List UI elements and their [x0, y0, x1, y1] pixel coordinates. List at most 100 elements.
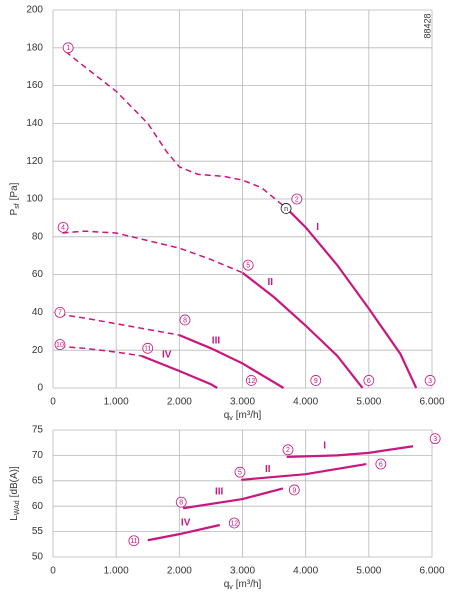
x-tick-label: 0: [50, 566, 56, 577]
point-label: 9: [314, 378, 318, 385]
x-tick-label: 0: [50, 397, 56, 408]
x-tick-label: 5.000: [356, 566, 381, 577]
point-marker: [54, 339, 66, 350]
x-tick-label: 2.000: [167, 397, 192, 408]
y-tick-label: 40: [32, 307, 44, 318]
point-marker: [424, 375, 436, 386]
point-label: 11: [130, 538, 137, 545]
curve-solid: [286, 445, 414, 459]
y-tick-label: 60: [32, 501, 44, 512]
point-marker: [280, 203, 292, 214]
point-marker: [128, 535, 140, 547]
point-label: 5: [238, 470, 242, 477]
curve-label: III: [212, 335, 221, 346]
y-tick-label: 20: [32, 345, 44, 356]
y-tick-label: 55: [32, 526, 44, 537]
point-label: 6: [379, 461, 383, 468]
x-tick-label: 3.000: [230, 566, 255, 577]
point-marker: [288, 484, 300, 496]
point-marker: [310, 375, 322, 386]
y-tick-label: 80: [32, 231, 44, 242]
x-tick-label: 1.000: [104, 566, 129, 577]
curve-dashed: [62, 230, 243, 274]
axis-title: LWAd [dB(A)]: [9, 466, 22, 521]
axis-title-unit: [m³/h]: [236, 410, 262, 421]
point-label: 3: [428, 378, 432, 385]
point-label: 6: [367, 378, 371, 385]
curve-solid: [241, 462, 367, 481]
y-tick-label: 0: [37, 383, 43, 394]
point-marker: [62, 42, 74, 54]
point-label: n: [284, 206, 288, 213]
point-label: 12: [247, 378, 255, 385]
x-tick-label: 6.000: [419, 566, 444, 577]
point-marker: [245, 375, 257, 386]
y-tick-label: 70: [32, 450, 44, 461]
point-label: 8: [179, 499, 183, 506]
point-label: 4: [61, 225, 65, 232]
curve-solid: [241, 271, 364, 389]
y-tick-label: 120: [26, 156, 43, 167]
axis-title: qv [m³/h]: [224, 410, 262, 423]
point-label: 2: [295, 196, 299, 203]
point-marker: [175, 496, 187, 508]
y-tick-label: 160: [26, 80, 43, 91]
curve-label: I: [323, 440, 326, 451]
axis-title-unit: [Pa]: [9, 182, 20, 200]
curve-label: II: [265, 464, 271, 475]
curve-dashed: [65, 50, 288, 210]
y-tick-label: 140: [26, 118, 43, 129]
x-tick-label: 3.000: [230, 397, 255, 408]
point-marker: [57, 221, 69, 233]
curve-solid: [285, 207, 418, 389]
x-tick-label: 2.000: [167, 566, 192, 577]
point-marker: [282, 444, 294, 456]
point-label: 2: [286, 447, 290, 454]
curve-solid: [182, 487, 284, 510]
point-label: 5: [246, 262, 250, 269]
point-marker: [242, 259, 254, 271]
x-tick-label: 4.000: [293, 397, 318, 408]
side-note: 88428: [422, 13, 432, 38]
axis-title-unit: [dB(A)]: [9, 466, 20, 497]
axis-title-main: L: [9, 515, 20, 521]
point-marker: [291, 193, 303, 205]
axis-title-main: q: [224, 579, 230, 590]
x-tick-label: 4.000: [293, 566, 318, 577]
curve-dashed: [59, 313, 180, 336]
point-label: 7: [58, 310, 62, 317]
axis-title-main: P: [9, 208, 20, 215]
point-marker: [54, 306, 66, 318]
axis-title-sub: v: [229, 415, 233, 422]
point-label: 8: [183, 317, 187, 324]
y-tick-label: 180: [26, 42, 43, 53]
x-tick-label: 1.000: [104, 397, 129, 408]
axis-title: qv [m³/h]: [224, 579, 262, 592]
point-label: 3: [433, 436, 437, 443]
curve-dashed: [59, 345, 142, 357]
point-label: 9: [292, 487, 296, 494]
curve-solid: [178, 334, 285, 389]
y-tick-label: 50: [32, 552, 44, 563]
point-marker: [228, 517, 240, 529]
point-label: 11: [144, 346, 151, 353]
axis-title: Psf [Pa]: [9, 182, 22, 215]
curve-solid: [147, 523, 221, 542]
curve-label: I: [316, 222, 319, 233]
axis-title-sub: WAd: [14, 500, 21, 515]
curve-solid: [141, 354, 218, 389]
point-label: 12: [230, 520, 238, 527]
y-tick-label: 200: [26, 5, 43, 16]
point-marker: [363, 375, 375, 386]
x-tick-label: 5.000: [356, 397, 381, 408]
point-marker: [375, 458, 387, 470]
y-tick-label: 100: [26, 194, 43, 205]
curve-label: IV: [162, 350, 172, 361]
point-marker: [234, 466, 246, 478]
point-marker: [142, 342, 154, 354]
axis-title-main: q: [224, 410, 230, 421]
y-tick-label: 75: [32, 425, 44, 436]
point-label: 1: [66, 45, 70, 52]
x-tick-label: 6.000: [419, 397, 444, 408]
